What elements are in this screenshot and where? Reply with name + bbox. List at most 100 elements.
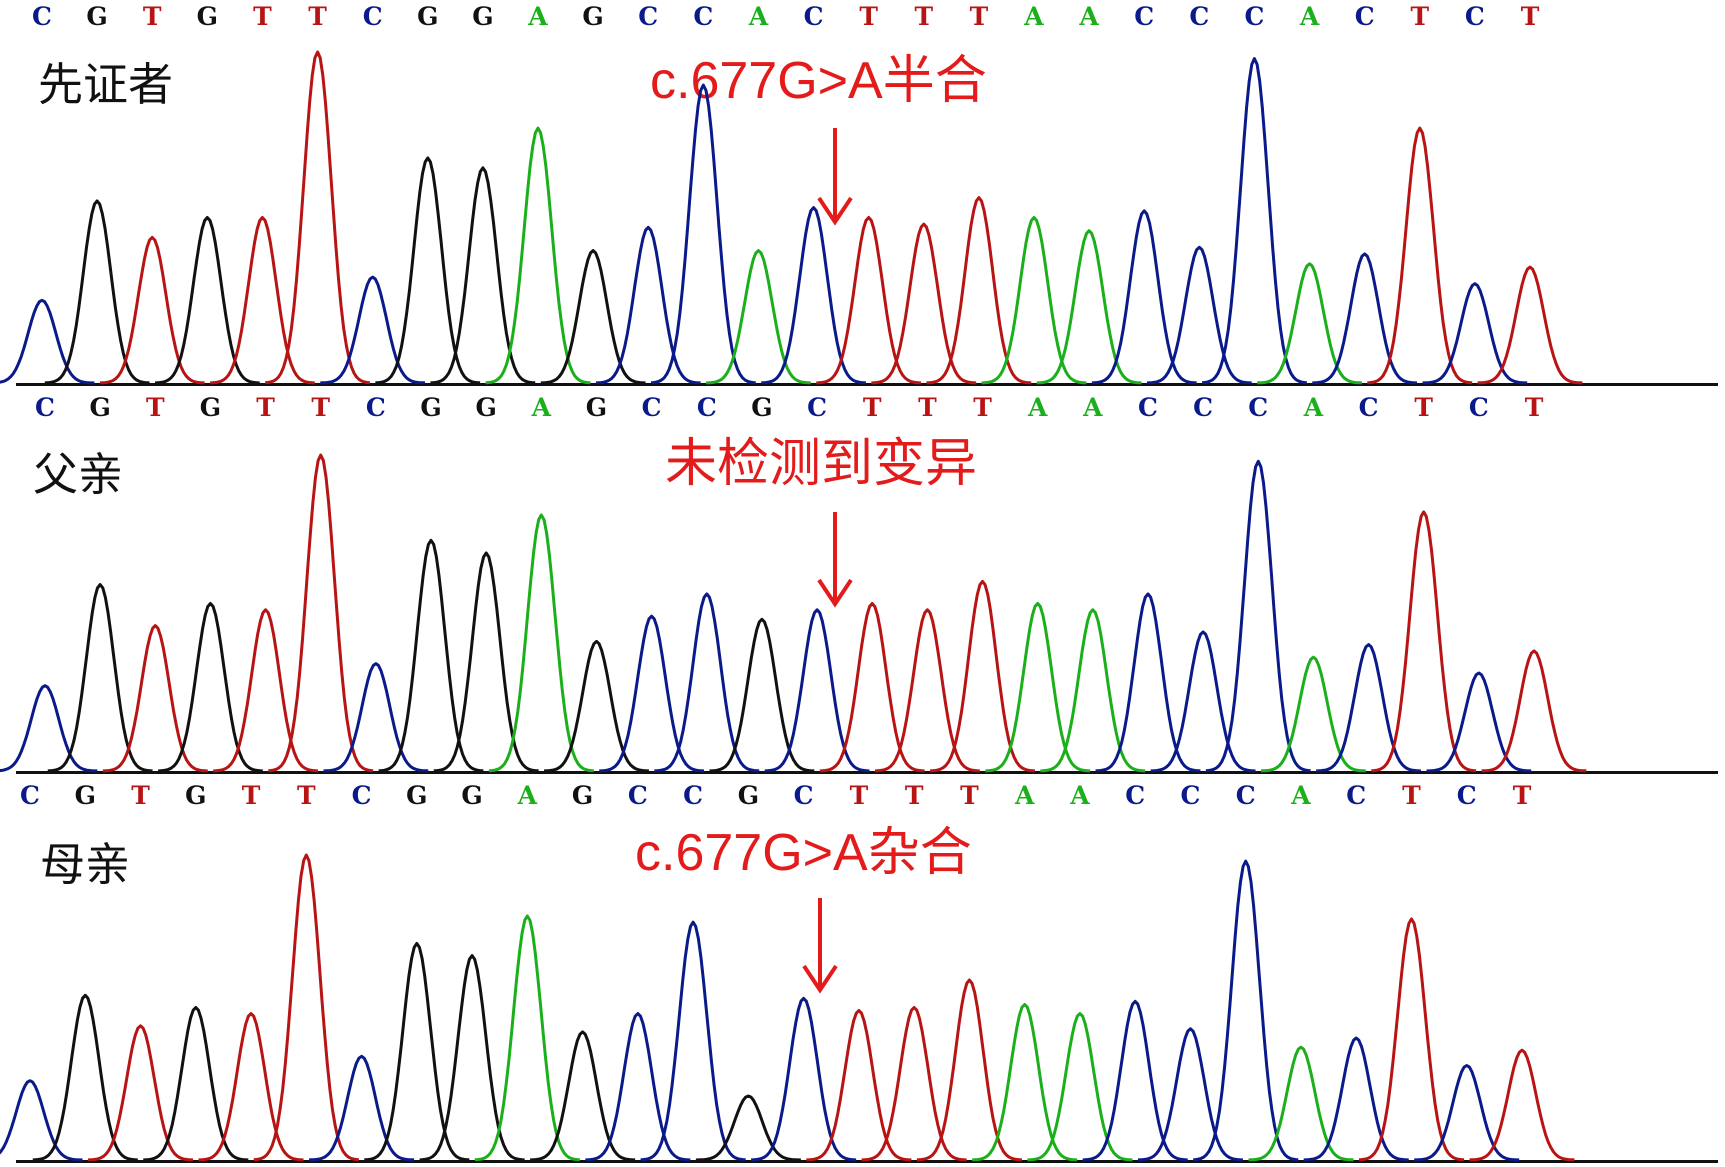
- chromatogram-peak: [323, 662, 429, 773]
- chromatogram-peak: [1082, 999, 1188, 1162]
- base-letter-c: C: [1457, 781, 1477, 810]
- chromatogram-peak: [1095, 592, 1201, 773]
- chromatogram-peak: [540, 249, 646, 385]
- chromatogram-peak: [0, 684, 98, 773]
- base-letter-a: A: [748, 2, 769, 31]
- panel-label: 先证者: [38, 58, 173, 111]
- base-letter-t: T: [973, 393, 992, 422]
- base-letter-g: G: [185, 781, 206, 810]
- base-letter-c: C: [1244, 2, 1264, 31]
- base-letter-c: C: [1180, 781, 1200, 810]
- base-letter-g: G: [86, 2, 107, 31]
- chromatogram-peak: [874, 608, 980, 773]
- base-letter-t: T: [1414, 393, 1433, 422]
- base-letter-c: C: [32, 2, 52, 31]
- base-letter-t: T: [1402, 781, 1421, 810]
- chromatogram-peak: [364, 942, 470, 1162]
- base-letter-c: C: [638, 2, 658, 31]
- base-letter-g: G: [420, 393, 441, 422]
- base-letter-t: T: [1513, 781, 1532, 810]
- chromatogram-peak: [474, 914, 580, 1162]
- base-letter-c: C: [683, 781, 703, 810]
- base-letter-t: T: [253, 2, 272, 31]
- base-letter-g: G: [200, 393, 221, 422]
- panel-father: 父亲 未检测到变异 C G T G T T C G G A G C C G C T T T A A C C C A C T C T: [0, 393, 1718, 774]
- chromatogram-peak: [1137, 1027, 1243, 1162]
- base-letter-g: G: [738, 781, 759, 810]
- base-letter-c: C: [1125, 781, 1145, 810]
- chromatogram-peak: [378, 538, 484, 773]
- chromatogram-peak: [44, 199, 150, 385]
- base-letter-g: G: [75, 781, 96, 810]
- base-letter-t: T: [242, 781, 261, 810]
- panel-label: 母亲: [40, 838, 130, 891]
- base-letter-c: C: [20, 781, 40, 810]
- chromatogram-peak: [1205, 459, 1311, 773]
- chromatogram-peak: [375, 156, 481, 385]
- chromatogram-peak: [544, 639, 649, 773]
- chromatogram-peak: [253, 853, 359, 1162]
- chromatogram-peak: [309, 1054, 415, 1162]
- chromatogram-peak: [488, 513, 594, 773]
- base-letter-t: T: [960, 781, 979, 810]
- base-letter-a: A: [1299, 2, 1320, 31]
- base-letter-g: G: [406, 781, 427, 810]
- chromatogram-peak: [761, 206, 867, 385]
- base-letter-c: C: [697, 393, 717, 422]
- chromatogram-peak: [640, 920, 746, 1162]
- base-letter-c: C: [794, 781, 814, 810]
- base-letter-t: T: [131, 781, 150, 810]
- chromatogram-peak: [530, 1030, 636, 1162]
- base-letter-g: G: [461, 781, 482, 810]
- chromatogram-peak: [485, 126, 591, 385]
- base-letter-a: A: [1014, 781, 1035, 810]
- chromatogram-peak: [650, 83, 756, 385]
- panel-mother: 母亲 c.677G>A杂合 C G T G T T C G G A G C C G C T T T A A C C C A C T…: [0, 781, 1718, 1163]
- base-letter-a: A: [1082, 393, 1103, 422]
- panel-label: 父亲: [33, 448, 123, 501]
- base-letter-t: T: [970, 2, 989, 31]
- base-letter-t: T: [1410, 2, 1429, 31]
- chromatogram-peak: [1257, 262, 1362, 385]
- chromatogram-peak: [585, 1012, 691, 1162]
- base-letter-c: C: [363, 2, 383, 31]
- chromatogram-peak: [985, 602, 1091, 773]
- chromatogram-peak: [198, 1012, 304, 1162]
- base-letter-t: T: [308, 2, 327, 31]
- chromatogram-peak: [916, 978, 1023, 1162]
- base-letter-t: T: [1525, 393, 1544, 422]
- base-letter-c: C: [628, 781, 648, 810]
- chromatogram-peak: [0, 1079, 83, 1162]
- base-letter-c: C: [366, 393, 386, 422]
- base-letter-c: C: [1465, 2, 1485, 31]
- base-letter-t: T: [905, 781, 924, 810]
- chromatogram-peak: [1040, 608, 1146, 773]
- base-letter-c: C: [1346, 781, 1366, 810]
- base-letter-c: C: [642, 393, 662, 422]
- base-letter-a: A: [1290, 781, 1311, 810]
- base-letter-g: G: [586, 393, 607, 422]
- chromatogram-peak: [1146, 245, 1252, 385]
- base-letter-a: A: [1069, 781, 1090, 810]
- chromatogram-peak: [1414, 1064, 1520, 1162]
- base-letter-a: A: [531, 393, 552, 422]
- chromatogram-peak: [102, 624, 208, 773]
- base-letter-t: T: [859, 2, 878, 31]
- chromatogram-peak: [816, 216, 922, 385]
- chromatogram-peak: [1367, 126, 1473, 385]
- chromatogram-peak: [1481, 649, 1587, 773]
- base-letter-g: G: [751, 393, 772, 422]
- chromatogram-peak: [430, 166, 536, 385]
- chromatogram-peak: [32, 993, 138, 1162]
- base-letter-t: T: [143, 2, 162, 31]
- chromatogram-peak: [320, 275, 426, 385]
- chromatogram-peak: [1312, 252, 1418, 385]
- base-letter-t: T: [918, 393, 937, 422]
- chromatogram-peak: [87, 1024, 194, 1162]
- chromatogram-peak: [433, 551, 539, 773]
- chromatogram-peak: [926, 196, 1032, 385]
- variant-annotation: c.677G>A半合: [650, 52, 987, 110]
- chromatogram-peak: [213, 608, 319, 773]
- chromatogram-peak: [1091, 209, 1197, 385]
